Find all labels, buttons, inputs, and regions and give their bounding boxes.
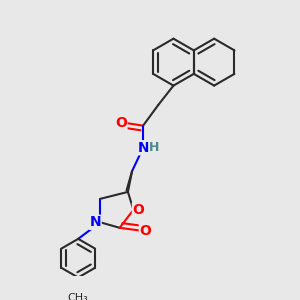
Text: H: H [149,141,159,154]
Text: O: O [115,116,127,130]
Text: N: N [137,141,149,155]
Text: N: N [89,215,101,229]
Text: CH₃: CH₃ [68,293,88,300]
Text: O: O [140,224,151,238]
Text: O: O [133,203,144,217]
